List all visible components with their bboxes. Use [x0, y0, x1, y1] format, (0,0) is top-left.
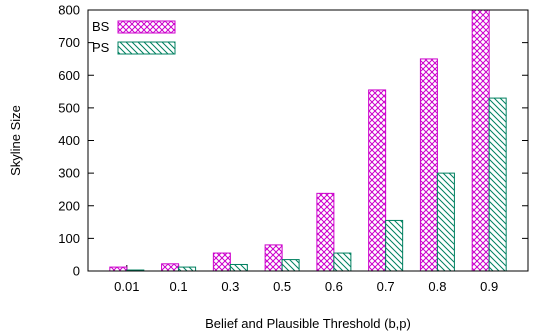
bar-ps	[229, 263, 248, 272]
x-tick-label: 0.3	[221, 279, 239, 294]
x-axis-title: Belief and Plausible Threshold (b,p)	[205, 316, 411, 331]
y-tick-label: 600	[58, 68, 80, 83]
y-tick-label: 100	[58, 231, 80, 246]
bar-ps	[281, 259, 300, 272]
y-tick-label: 0	[73, 264, 80, 279]
x-tick-label: 0.7	[377, 279, 395, 294]
legend-swatch-bs	[117, 20, 176, 34]
x-tick-label: 0.1	[170, 279, 188, 294]
y-tick-label: 400	[58, 133, 80, 148]
x-axis: 0.01 0.1 0.3 0.5 0.6 0.7 0.8 0.9	[114, 265, 498, 294]
bar-bs	[212, 252, 231, 272]
legend-label-ps: PS	[92, 40, 110, 55]
x-tick-label: 0.8	[428, 279, 446, 294]
legend-label-bs: BS	[92, 19, 110, 34]
bar-ps	[385, 219, 404, 272]
x-tick-label: 0.01	[114, 279, 139, 294]
bar-bs	[109, 266, 128, 272]
bar-bs	[161, 263, 180, 272]
bar-bs	[316, 192, 335, 272]
bar-ps	[178, 266, 197, 272]
legend: BS PS	[92, 19, 176, 55]
y-axis-title: Skyline Size	[8, 105, 23, 176]
x-tick-label: 0.9	[480, 279, 498, 294]
bar-bs	[264, 244, 283, 272]
plot-frame	[87, 9, 529, 272]
bar-bs	[471, 9, 490, 272]
y-tick-label: 700	[58, 35, 80, 50]
legend-swatch-ps	[117, 41, 176, 55]
bar-bs	[368, 89, 387, 272]
bar-ps	[436, 172, 455, 272]
x-tick-label: 0.5	[273, 279, 291, 294]
x-tick-label: 0.6	[325, 279, 343, 294]
y-axis: 0 100 200 300 400 500 600 700 800	[58, 3, 528, 279]
y-tick-label: 200	[58, 198, 80, 213]
bar-ps	[488, 97, 507, 272]
bar-bs	[419, 58, 438, 272]
y-tick-label: 800	[58, 3, 80, 18]
y-tick-label: 300	[58, 166, 80, 181]
bar-ps	[333, 252, 352, 272]
bars	[109, 9, 507, 272]
y-tick-label: 500	[58, 100, 80, 115]
